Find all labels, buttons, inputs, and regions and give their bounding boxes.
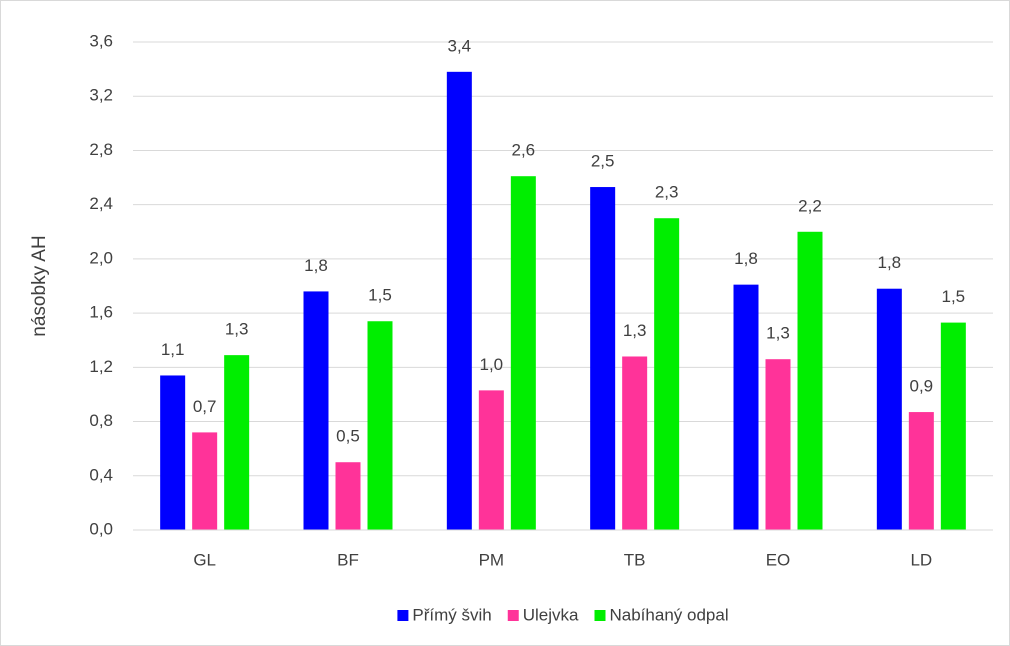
- value-label: 2,3: [655, 183, 679, 202]
- y-tick-label: 1,2: [89, 357, 113, 376]
- bar: [478, 390, 504, 530]
- value-label: 1,8: [878, 253, 902, 272]
- x-tick-label: TB: [624, 550, 646, 569]
- value-label: 1,0: [480, 355, 504, 374]
- bar: [446, 71, 472, 531]
- value-label: 1,5: [368, 286, 392, 305]
- value-label: 2,2: [798, 196, 822, 215]
- value-label: 2,6: [512, 141, 536, 160]
- legend-swatch: [594, 610, 606, 621]
- legend-swatch: [397, 610, 409, 621]
- bar: [192, 432, 218, 530]
- bar: [654, 218, 680, 530]
- value-label: 3,4: [448, 36, 472, 55]
- bar: [733, 284, 759, 530]
- legend-label: Přímý švih: [412, 605, 491, 624]
- value-label: 2,5: [591, 152, 615, 171]
- bar: [303, 291, 329, 530]
- bar: [797, 231, 823, 530]
- x-tick-label: PM: [479, 550, 505, 569]
- value-label: 1,3: [623, 321, 647, 340]
- legend-swatch: [507, 610, 519, 621]
- y-tick-label: 3,6: [89, 31, 113, 50]
- value-label: 1,8: [734, 249, 758, 268]
- bar: [622, 356, 648, 530]
- y-tick-label: 2,8: [89, 140, 113, 159]
- value-label: 1,1: [161, 340, 185, 359]
- bar: [590, 187, 616, 531]
- value-label: 1,3: [225, 320, 249, 339]
- x-tick-label: GL: [193, 550, 216, 569]
- y-tick-label: 0,8: [89, 411, 113, 430]
- value-label: 1,3: [766, 324, 790, 343]
- bar: [367, 321, 393, 530]
- bar: [160, 375, 186, 530]
- bar: [510, 176, 536, 530]
- y-tick-label: 1,6: [89, 303, 113, 322]
- x-tick-label: EO: [766, 550, 791, 569]
- y-axis-label: násobky AH: [29, 235, 50, 336]
- y-tick-label: 2,4: [89, 194, 113, 213]
- y-tick-label: 2,0: [89, 248, 113, 267]
- bar: [940, 322, 966, 530]
- value-label: 1,5: [942, 287, 966, 306]
- bar: [765, 359, 791, 530]
- value-label: 0,7: [193, 397, 217, 416]
- x-tick-label: LD: [910, 550, 932, 569]
- bar: [908, 412, 934, 530]
- x-tick-label: BF: [337, 550, 359, 569]
- legend-label: Ulejvka: [523, 605, 579, 624]
- y-tick-label: 0,0: [89, 519, 113, 538]
- bar: [876, 288, 902, 530]
- bar: [335, 462, 361, 530]
- value-label: 1,8: [304, 256, 328, 275]
- y-tick-label: 3,2: [89, 86, 113, 105]
- legend-label: Nabíhaný odpal: [610, 605, 729, 624]
- value-label: 0,5: [336, 427, 360, 446]
- y-tick-label: 0,4: [89, 465, 113, 484]
- value-label: 0,9: [910, 377, 934, 396]
- bar: [224, 355, 250, 530]
